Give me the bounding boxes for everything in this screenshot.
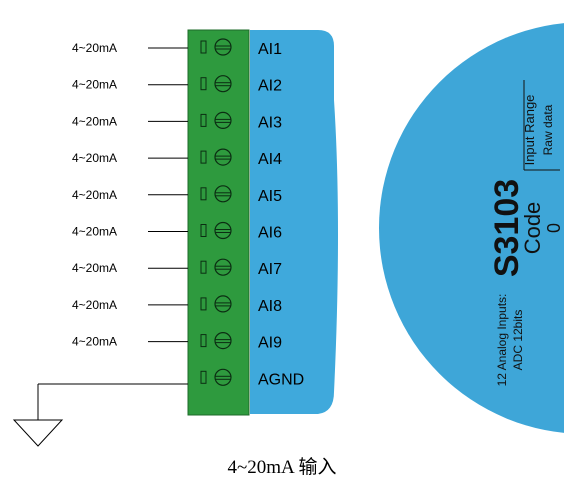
terminal-slot-icon <box>200 77 207 91</box>
terminal-screw-icon <box>214 148 232 166</box>
input-signal-label: 4~20mA <box>72 298 117 312</box>
module-model: S3103 <box>488 179 526 277</box>
input-signal-label: 4~20mA <box>72 225 117 239</box>
channel-label: AI3 <box>258 114 282 131</box>
ground-triangle-icon <box>12 419 64 447</box>
input-signal-label: 4~20mA <box>72 41 117 55</box>
channel-label: AI2 <box>258 78 282 95</box>
terminal-screw-icon <box>214 38 232 56</box>
channel-label: AI5 <box>258 188 282 205</box>
terminal-slot-icon <box>200 260 207 274</box>
module-label-group: S3103 Code Input Range Raw data 0 12 Ana… <box>488 80 564 386</box>
terminal-screw-icon <box>214 368 232 386</box>
ground-channel-label: AGND <box>258 371 304 388</box>
input-signal-label: 4~20mA <box>72 261 117 275</box>
terminal-slot-icon <box>200 187 207 201</box>
terminal-slot-icon <box>200 370 207 384</box>
module-description-line1: 12 Analog Inputs: <box>495 294 509 387</box>
input-signal-label: 4~20mA <box>72 114 117 128</box>
module-code-header: Code <box>520 202 545 255</box>
channel-label: AI1 <box>258 41 282 58</box>
input-signal-label: 4~20mA <box>72 151 117 165</box>
channel-label: AI4 <box>258 151 282 168</box>
terminal-slot-icon <box>200 40 207 54</box>
terminal-screw-icon <box>214 295 232 313</box>
module-raw-data-header: Raw data <box>541 104 555 155</box>
channel-label: AI9 <box>258 335 282 352</box>
input-signal-label: 4~20mA <box>72 188 117 202</box>
terminal-screw-icon <box>214 332 232 350</box>
input-signal-label: 4~20mA <box>72 335 117 349</box>
terminal-screw-icon <box>214 185 232 203</box>
terminal-slot-icon <box>200 297 207 311</box>
ground-symbol <box>12 383 188 447</box>
terminal-screw-icon <box>214 75 232 93</box>
terminal-slot-icon <box>200 113 207 127</box>
channel-label: AI7 <box>258 261 282 278</box>
module-range-header: Input Range <box>522 95 537 166</box>
input-signal-label: 4~20mA <box>72 78 117 92</box>
terminal-block <box>187 29 250 416</box>
terminal-screw-icon <box>214 258 232 276</box>
module-description-line2: ADC 12bits <box>511 310 525 371</box>
channel-label: AI6 <box>258 225 282 242</box>
diagram-caption: 4~20mA 输入 <box>227 457 337 478</box>
terminal-slot-icon <box>200 150 207 164</box>
module-body <box>379 23 564 433</box>
module-code-value: 0 <box>544 223 564 233</box>
terminal-screw-icon <box>214 221 232 240</box>
terminal-screw-icon <box>214 111 232 130</box>
terminal-slot-icon <box>200 224 207 237</box>
terminal-slot-icon <box>200 334 207 348</box>
channel-label: AI8 <box>258 298 282 315</box>
channel-label-strip <box>250 30 338 414</box>
